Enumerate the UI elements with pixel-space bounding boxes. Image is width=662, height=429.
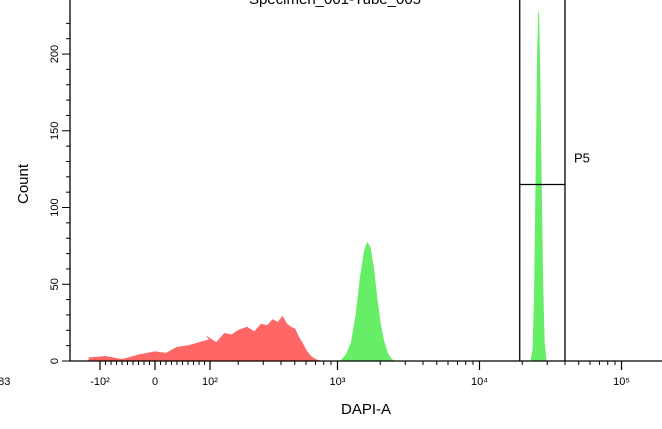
- series-layer: [88, 11, 547, 362]
- y-tick-label: 50: [49, 278, 61, 290]
- gate-label: P5: [574, 151, 590, 166]
- x-tick-label: 10⁵: [613, 376, 630, 388]
- x-axis-title: DAPI-A: [341, 401, 391, 418]
- x-tick-label: -283: [0, 376, 10, 388]
- x-tick-label: 10²: [202, 376, 218, 388]
- x-tick-label: 10³: [330, 376, 346, 388]
- y-tick-label: 0: [49, 358, 61, 364]
- x-tick-label: 10⁴: [471, 376, 488, 388]
- histogram-area-2: [530, 11, 547, 362]
- x-tick-label: 0: [152, 376, 158, 388]
- chart-title: Specimen_001-Tube_005: [249, 0, 421, 8]
- histogram-area-1: [339, 241, 396, 362]
- y-tick-label: 100: [49, 198, 61, 216]
- y-tick-label: 150: [49, 122, 61, 140]
- histogram-area-0: [88, 315, 321, 362]
- gate-layer: P5: [519, 0, 590, 361]
- y-tick-label: 200: [49, 45, 61, 63]
- y-axis-title: Count: [15, 163, 32, 204]
- x-tick-label: -10²: [90, 376, 110, 388]
- axes-layer: 0 50 100 150 200 -283 -10² 0 10² 10³ 10⁴ 10⁵: [0, 0, 662, 388]
